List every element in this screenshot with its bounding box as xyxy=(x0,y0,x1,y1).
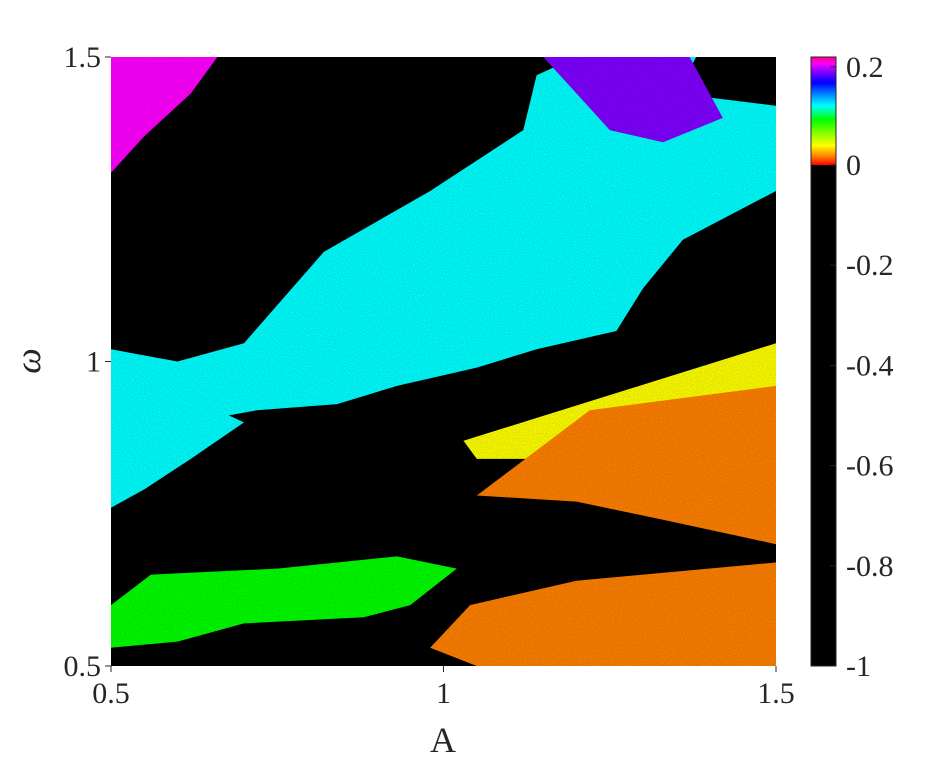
colorbar-negative-segment xyxy=(811,165,836,666)
colorbar-tick-label: -0.8 xyxy=(846,550,894,583)
y-tick-label: 0.5 xyxy=(64,650,102,683)
y-axis: 0.5 1 1.5 xyxy=(64,41,111,683)
colorbar-tick-label: -1 xyxy=(846,650,871,683)
colorbar-frame xyxy=(810,56,837,667)
y-tick-label: 1.5 xyxy=(64,41,102,74)
colorbar-tick-label: -0.4 xyxy=(846,349,894,382)
colorbar-tick-label: 0 xyxy=(846,149,861,182)
x-axis-label: A xyxy=(430,720,456,759)
colorbar-tick-label: -0.2 xyxy=(846,249,894,282)
y-axis-label: ω xyxy=(8,348,48,373)
colorbar: 0.2 0 -0.2 -0.4 -0.6 -0.8 -1 xyxy=(810,51,894,683)
x-tick-label: 1 xyxy=(436,677,451,710)
y-tick-label: 1 xyxy=(86,346,101,379)
x-tick-label: 1.5 xyxy=(757,677,795,710)
colorbar-tick-label: 0.2 xyxy=(846,51,884,84)
x-tick-label: 0.5 xyxy=(92,677,130,710)
colorbar-tick-label: -0.6 xyxy=(846,450,894,483)
colorbar-ticks: 0.2 0 -0.2 -0.4 -0.6 -0.8 -1 xyxy=(830,51,894,683)
colorbar-positive-segment xyxy=(811,57,836,165)
x-axis: 0.5 1 1.5 xyxy=(92,666,795,710)
plot-grain-overlay xyxy=(111,57,776,666)
